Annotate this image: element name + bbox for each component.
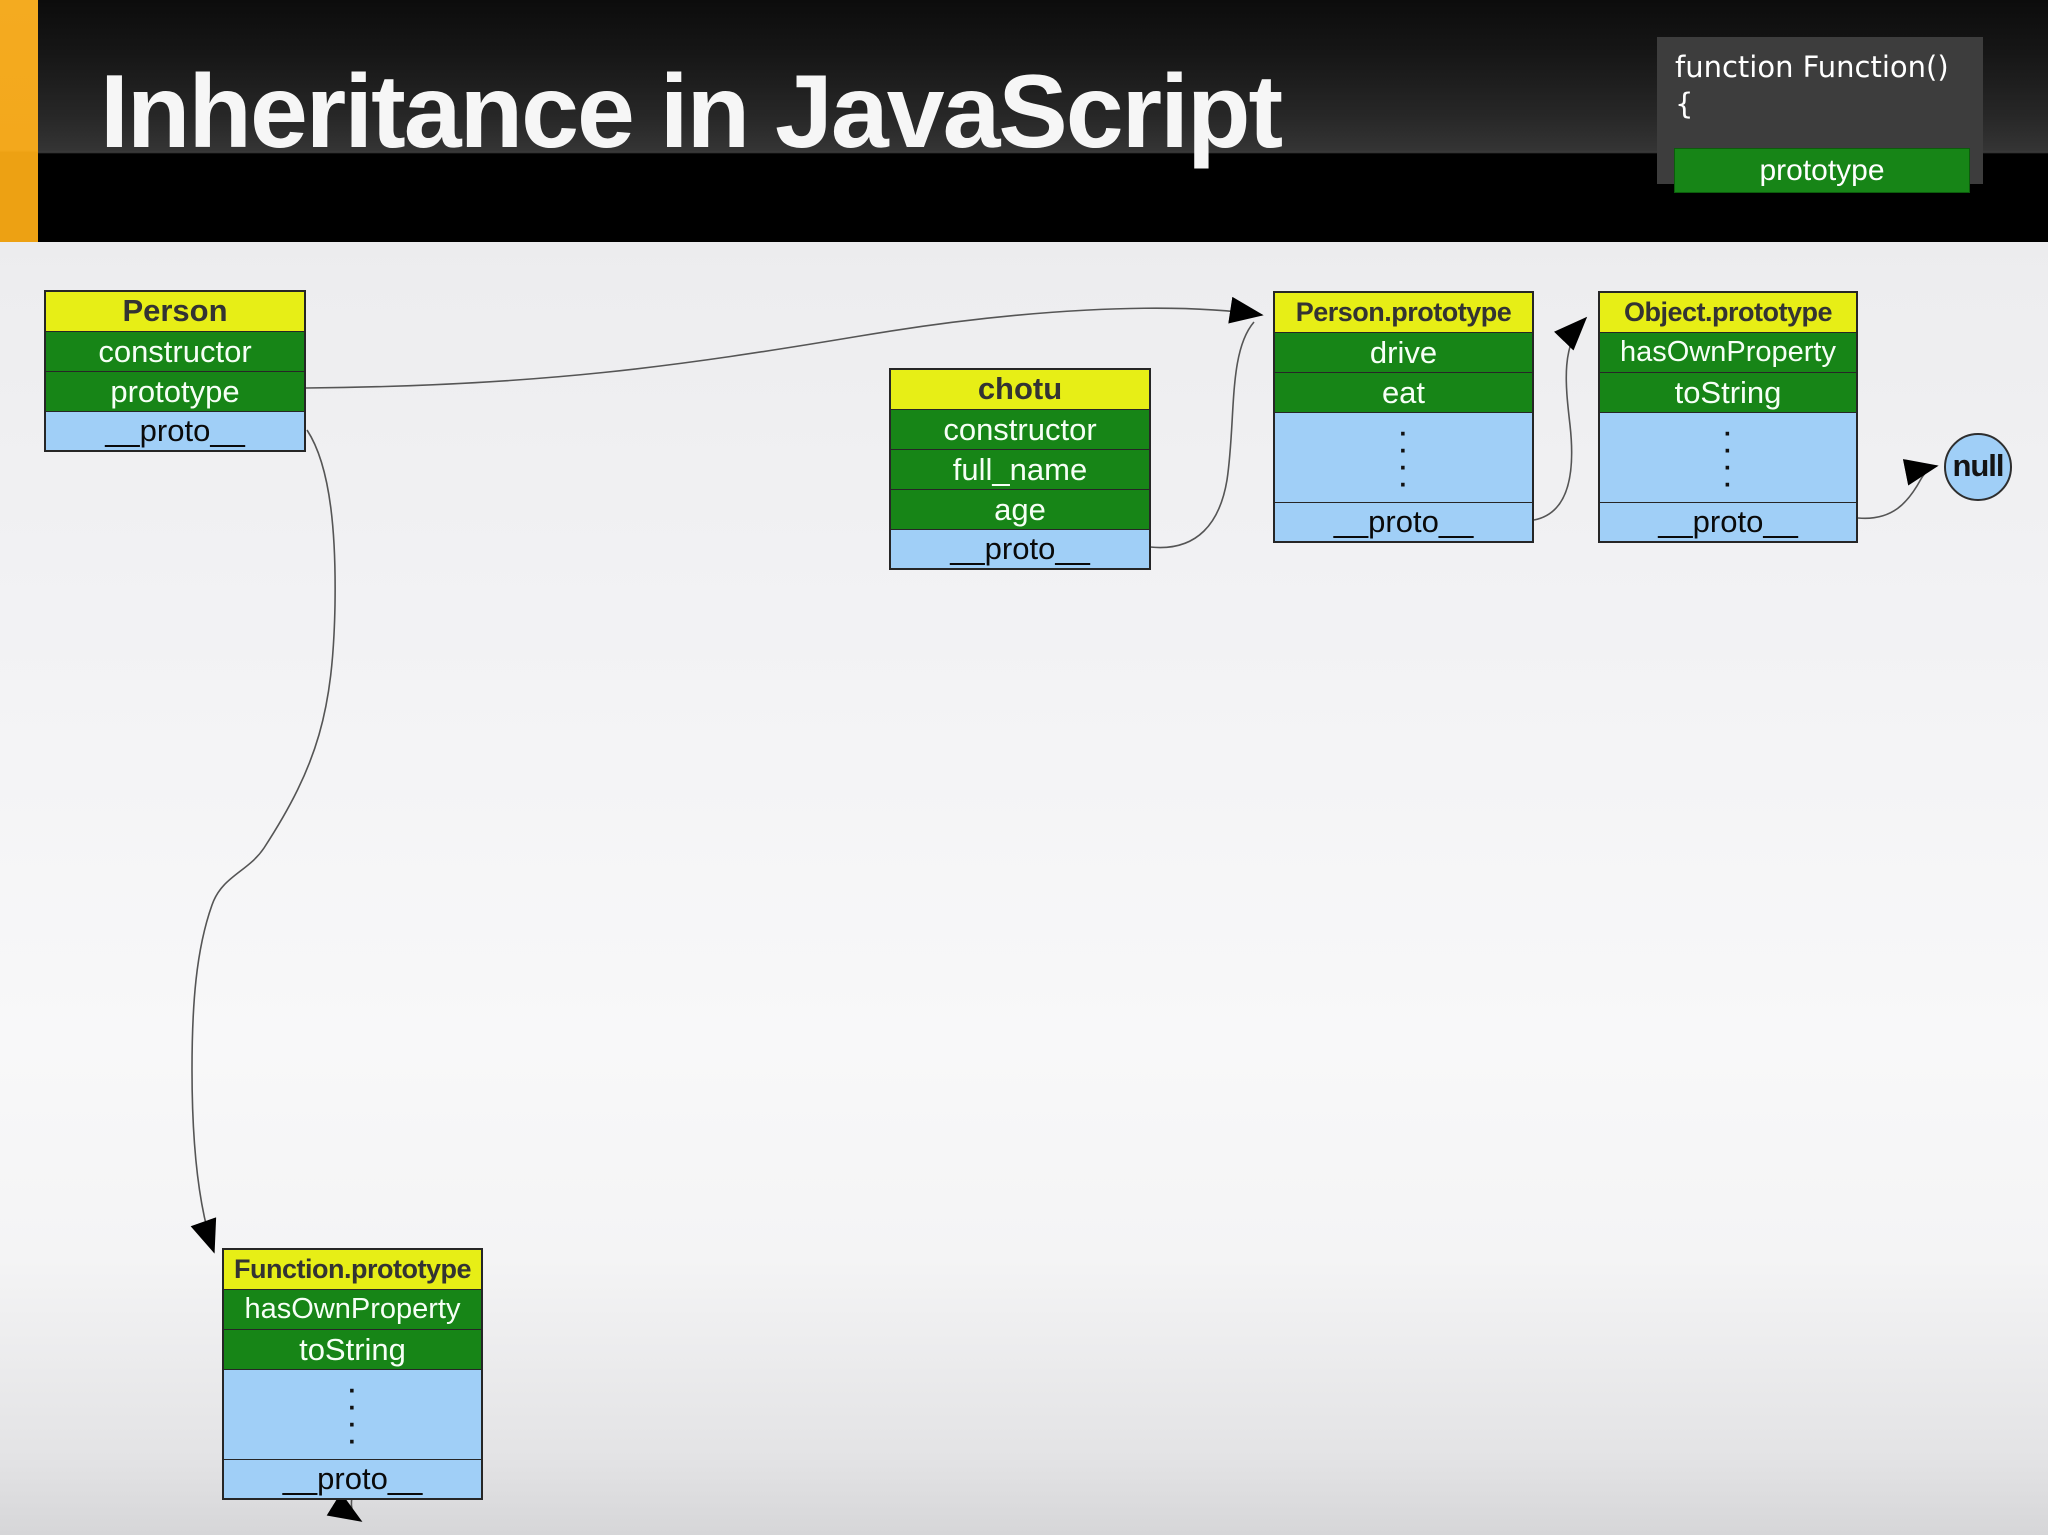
member-row: hasOwnProperty: [224, 1289, 481, 1329]
function-prototype-property-label: prototype: [1674, 148, 1970, 193]
member-row: toString: [1600, 372, 1856, 412]
member-row: hasOwnProperty: [1600, 332, 1856, 372]
ellipsis-dots: · · · ·: [1275, 412, 1532, 502]
box-title: Person.prototype: [1275, 293, 1532, 332]
member-row: drive: [1275, 332, 1532, 372]
member-row: age: [891, 489, 1149, 529]
object-box-chotu: chotu constructor full_name age __proto_…: [889, 368, 1151, 570]
proto-row: __proto__: [1275, 502, 1532, 541]
proto-row: __proto__: [224, 1459, 481, 1498]
ellipsis-dots: · · · ·: [1600, 412, 1856, 502]
edge-object-prototype-proto-to-null: [1857, 459, 1939, 520]
member-row: constructor: [46, 331, 304, 371]
code-line-2: {: [1675, 87, 1694, 121]
member-row: prototype: [46, 371, 304, 411]
edge-person-prototype-proto-to-object-prototype-box: [1533, 316, 1588, 521]
ellipsis-dots: · · · ·: [224, 1369, 481, 1459]
code-line-1: function Function(): [1675, 50, 1949, 84]
member-row: eat: [1275, 372, 1532, 412]
box-title: Object.prototype: [1600, 293, 1856, 332]
edge-function-prototype-proto-down: [326, 1492, 363, 1522]
object-box-person: Person constructor prototype __proto__: [44, 290, 306, 452]
member-row: toString: [224, 1329, 481, 1369]
box-title: chotu: [891, 370, 1149, 409]
proto-row: __proto__: [891, 529, 1149, 568]
edge-chotu-proto-to-person-prototype-box: [1149, 321, 1255, 549]
proto-row: __proto__: [1600, 502, 1856, 541]
null-node: null: [1944, 433, 2012, 501]
object-box-function-prototype: Function.prototype hasOwnProperty toStri…: [222, 1248, 483, 1500]
object-box-object-prototype: Object.prototype hasOwnProperty toString…: [1598, 291, 1858, 543]
edge-person-proto-to-function-prototype-box: [190, 429, 336, 1254]
box-title: Function.prototype: [224, 1250, 481, 1289]
page-title: Inheritance in JavaScript: [100, 54, 1283, 170]
member-row: full_name: [891, 449, 1149, 489]
proto-row: __proto__: [46, 411, 304, 450]
member-row: constructor: [891, 409, 1149, 449]
box-title: Person: [46, 292, 304, 331]
accent-bar: [0, 0, 38, 242]
object-box-person-prototype: Person.prototype drive eat · · · · __pro…: [1273, 291, 1534, 543]
